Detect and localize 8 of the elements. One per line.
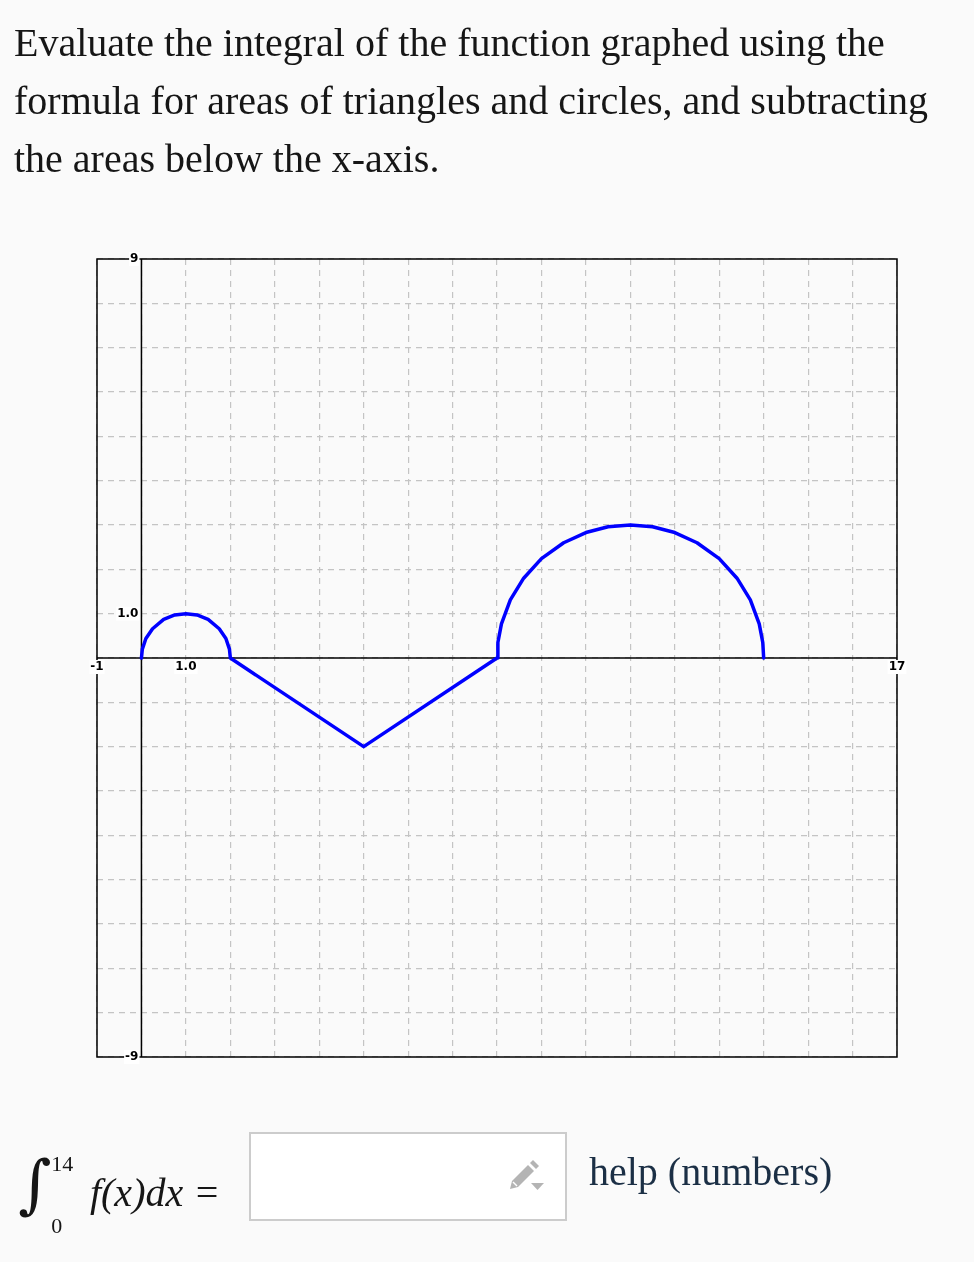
y-tick-label: -9: [125, 1049, 139, 1064]
y-tick-label: 1.0: [117, 605, 139, 620]
y-tick-label: 9: [130, 251, 139, 266]
x-tick-label: -1: [90, 659, 104, 674]
x-tick-label: 17: [888, 659, 906, 674]
x-tick-label: 1.0: [175, 659, 197, 674]
text: help (numbers): [589, 1148, 833, 1195]
chart-title: Evaluate the integral of the function graphed using the formula for areas of triangles and circles, and subtracting the areas below the x-axis.: [14, 19, 930, 183]
